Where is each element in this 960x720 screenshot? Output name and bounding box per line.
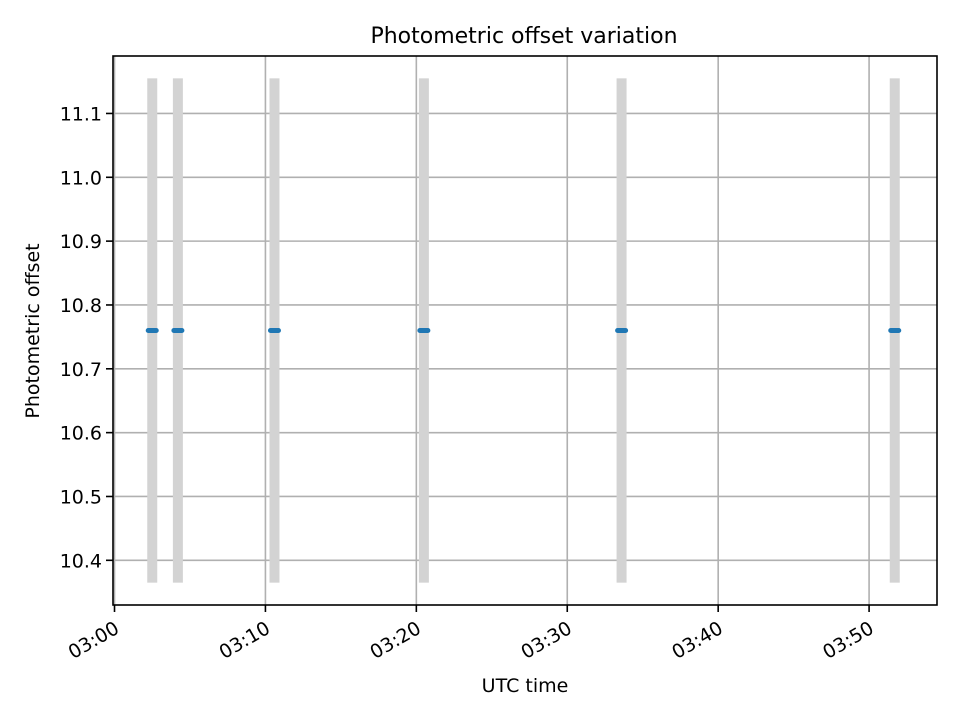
y-tick-label: 11.1 bbox=[60, 103, 102, 125]
x-tick-label: 03:10 bbox=[215, 617, 273, 663]
x-tick-label: 03:40 bbox=[668, 617, 726, 663]
x-tick-label: 03:00 bbox=[65, 617, 123, 663]
chart-title: Photometric offset variation bbox=[370, 24, 677, 49]
y-tick-label: 11.0 bbox=[60, 167, 102, 189]
y-tick-label: 10.4 bbox=[60, 550, 102, 572]
plot-frame bbox=[112, 55, 938, 606]
x-tick-label: 03:30 bbox=[517, 617, 575, 663]
y-tick-label: 10.8 bbox=[60, 295, 102, 317]
y-axis-ticks: 10.4 10.5 10.6 10.7 10.8 10.9 11.0 11.1 bbox=[60, 103, 113, 572]
x-axis-ticks: 03:00 03:10 03:20 03:30 03:40 03:50 bbox=[65, 605, 878, 664]
y-tick-label: 10.9 bbox=[60, 231, 102, 253]
y-tick-label: 10.5 bbox=[60, 486, 102, 508]
x-tick-label: 03:20 bbox=[366, 617, 424, 663]
y-axis-label: Photometric offset bbox=[22, 243, 44, 418]
y-tick-label: 10.7 bbox=[60, 359, 102, 381]
grid-lines bbox=[113, 56, 937, 605]
x-tick-label: 03:50 bbox=[819, 617, 877, 663]
x-axis-label: UTC time bbox=[482, 675, 569, 697]
y-tick-label: 10.6 bbox=[60, 423, 102, 445]
exposure-bands bbox=[147, 78, 900, 583]
